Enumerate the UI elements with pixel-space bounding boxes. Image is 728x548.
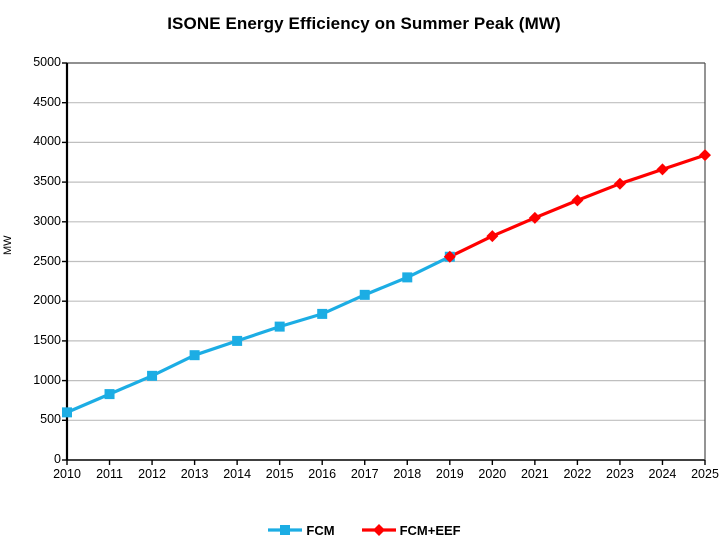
data-point-marker: [232, 335, 243, 346]
y-tick-marks: [62, 62, 67, 461]
x-tick-label: 2018: [393, 467, 422, 481]
data-point-marker: [571, 194, 584, 207]
legend-swatch-icon: [268, 525, 303, 535]
x-tick-label: 2013: [180, 467, 209, 481]
data-point-marker: [443, 250, 456, 263]
data-point-marker: [528, 211, 541, 224]
series-line-fcm: [65, 255, 452, 414]
data-point-marker: [62, 407, 72, 418]
x-tick-label: 2010: [53, 467, 81, 481]
chart-title: ISONE Energy Efficiency on Summer Peak (…: [167, 14, 561, 33]
data-point-marker: [274, 321, 285, 332]
x-tick-label: 2015: [265, 467, 294, 481]
y-tick-label: 2500: [33, 253, 61, 268]
x-tick-label: 2021: [520, 467, 549, 481]
y-tick-label: 500: [40, 412, 61, 427]
gridlines: [67, 62, 705, 421]
x-tick-label: 2020: [478, 467, 507, 481]
data-point-marker: [104, 389, 115, 400]
legend-label: FCM: [306, 522, 335, 538]
x-tick-label: 2014: [223, 467, 252, 481]
y-tick-label: 1000: [33, 372, 61, 387]
legend-item-fcm-plus-eef[interactable]: FCM+EEF: [361, 522, 461, 538]
x-tick-label: 2024: [648, 467, 677, 481]
data-point-marker: [147, 370, 158, 381]
y-tick-label: 1500: [33, 332, 61, 347]
y-tick-label: 2000: [33, 293, 61, 308]
x-tick-label: 2016: [308, 467, 337, 481]
data-point-marker: [189, 350, 200, 361]
data-point-marker: [359, 289, 370, 300]
x-tick-marks: [66, 460, 706, 465]
series-lines: [65, 153, 707, 414]
y-tick-label: 4500: [33, 94, 61, 109]
x-tick-label: 2017: [350, 467, 379, 481]
x-tick-label: 2022: [563, 467, 592, 481]
y-tick-label: 4000: [33, 134, 61, 149]
data-point-marker: [613, 177, 626, 190]
x-tick-label: 2019: [435, 467, 464, 481]
legend-item-fcm[interactable]: FCM: [267, 522, 335, 538]
y-tick-label: 3000: [33, 213, 61, 228]
data-point-marker: [317, 308, 328, 319]
data-point-marker: [656, 163, 669, 176]
x-tick-label: 2025: [691, 467, 719, 481]
data-point-marker: [402, 272, 413, 283]
x-tick-label: 2023: [606, 467, 634, 481]
legend-swatch-icon: [361, 524, 396, 536]
data-point-marker: [699, 149, 711, 162]
chart-legend: FCM FCM+EEF: [0, 522, 728, 538]
data-point-marker: [486, 230, 499, 243]
x-tick-label: 2011: [96, 467, 123, 481]
legend-label: FCM+EEF: [399, 522, 461, 538]
y-tick-label: 5000: [33, 55, 61, 69]
series-markers: [62, 149, 711, 418]
y-tick-label: 0: [54, 452, 61, 466]
x-tick-label: 2012: [138, 467, 166, 481]
y-tick-label: 3500: [33, 174, 61, 189]
